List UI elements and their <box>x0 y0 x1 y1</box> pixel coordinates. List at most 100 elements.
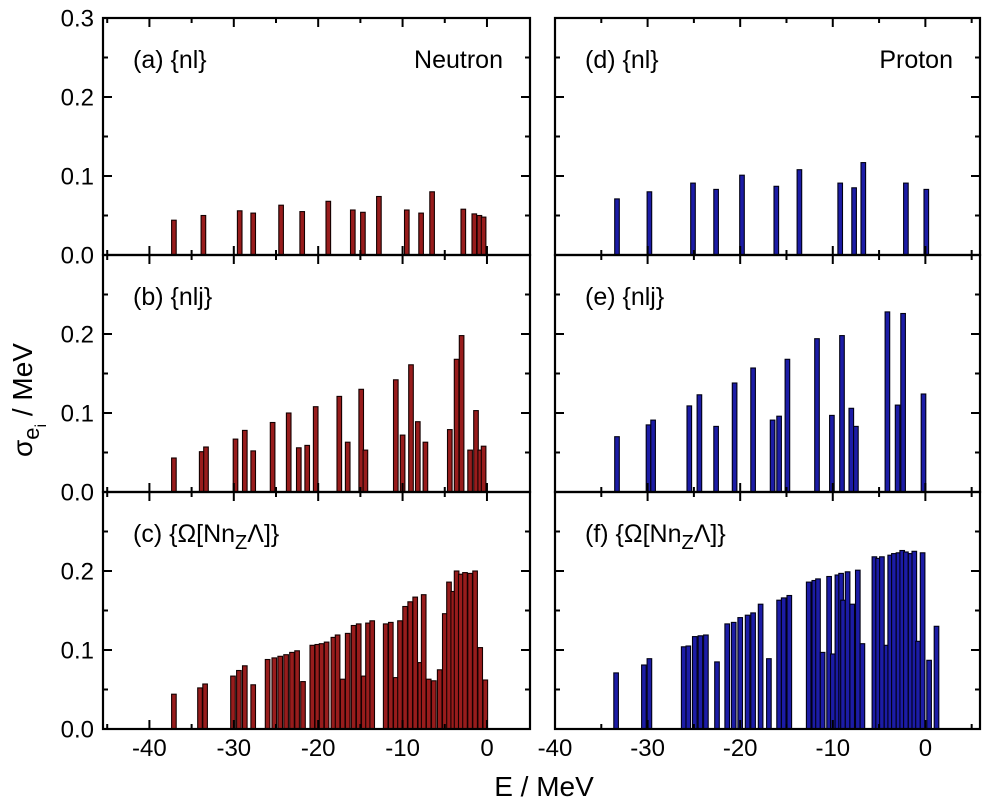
bar <box>903 182 909 256</box>
bar <box>382 623 389 730</box>
bar <box>860 162 867 256</box>
bar <box>744 614 751 730</box>
bar <box>299 211 306 256</box>
bar <box>300 681 306 730</box>
bar <box>387 621 394 730</box>
bar <box>900 312 906 493</box>
bar <box>334 634 341 730</box>
x-tick-label: -40 <box>132 735 167 762</box>
bar <box>236 210 243 256</box>
bars-neutron <box>171 191 487 256</box>
column-title-neutron: Neutron <box>414 46 503 74</box>
bar <box>408 364 414 493</box>
bar <box>685 645 692 730</box>
y-tick-label: 0.1 <box>61 164 94 191</box>
label-subscript: Z <box>235 532 247 554</box>
bars-neutron <box>171 570 489 730</box>
bar <box>646 658 653 730</box>
bar <box>919 552 926 730</box>
bar <box>750 367 756 493</box>
bar <box>766 658 772 730</box>
bar <box>241 429 248 493</box>
bars-proton <box>614 311 927 493</box>
bar <box>422 441 429 493</box>
bar <box>713 188 719 256</box>
bar <box>757 603 764 730</box>
bar <box>203 446 209 493</box>
label-subscript: i <box>33 424 50 428</box>
panel-e: (e) {nlj} <box>553 253 982 494</box>
bar <box>318 643 325 730</box>
bar <box>773 185 780 256</box>
bar <box>646 191 653 256</box>
bar <box>730 621 737 730</box>
bar <box>171 457 177 493</box>
bar <box>849 603 856 730</box>
bars-proton <box>613 549 940 730</box>
bar <box>355 623 362 730</box>
bar <box>294 650 300 730</box>
label-text: σ <box>7 440 38 457</box>
panel-label-f: (f) {Ω[NnZΛ]} <box>585 520 726 554</box>
bar <box>349 209 356 256</box>
panels-container: 0.3 0.2 0.1 0.0 (a) {nl} Neutron (d) {nl} Proto… <box>61 6 982 762</box>
label-text: Λ]} <box>247 520 279 548</box>
bar <box>776 599 782 730</box>
bar <box>250 684 257 730</box>
y-tick-label: 0.0 <box>61 717 94 744</box>
bar <box>339 678 346 730</box>
x-axis-title: E / MeV <box>494 771 594 802</box>
bar <box>397 620 403 730</box>
y-axis-title: σei / MeV <box>7 343 50 457</box>
bar <box>471 213 478 256</box>
x-tick-label: 0 <box>480 735 493 762</box>
y-tick-label: 0.1 <box>61 401 94 428</box>
bars-neutron <box>171 335 487 493</box>
bar <box>696 394 703 493</box>
bar <box>418 212 424 256</box>
bar <box>859 643 866 730</box>
bar <box>480 216 487 256</box>
bar <box>480 445 487 493</box>
bar <box>780 597 787 730</box>
bar <box>796 169 803 256</box>
label-text: (c) {Ω[Nn <box>133 520 235 548</box>
bar <box>703 634 709 730</box>
bar <box>884 311 891 493</box>
bar <box>686 405 693 493</box>
bar <box>837 182 844 256</box>
y-tick-label: 0.2 <box>61 85 94 112</box>
label-text: (b) {nlj} <box>133 283 212 311</box>
bar <box>614 436 620 493</box>
label-text: (e) {nlj} <box>585 283 664 311</box>
bar <box>891 553 897 730</box>
panel-label-e: (e) {nlj} <box>585 283 664 311</box>
bar <box>614 198 620 256</box>
panel-f: -40 -30 -20 -10 0 (f) {Ω[NnZΛ]} <box>538 490 982 762</box>
bar <box>477 647 484 730</box>
bar <box>819 651 826 730</box>
x-tick-label: -30 <box>216 735 251 762</box>
bar <box>458 335 465 493</box>
bar <box>467 449 473 493</box>
bar <box>350 624 357 730</box>
bar <box>392 379 399 493</box>
y-tick-label: 0.0 <box>61 243 94 270</box>
bar <box>344 632 351 730</box>
bar <box>739 174 745 256</box>
axis-ticks <box>103 492 530 729</box>
bar <box>460 208 467 256</box>
y-tick-label: 0.3 <box>61 6 94 33</box>
y-tick-label: 0.0 <box>61 480 94 507</box>
x-tick-label: -20 <box>301 735 336 762</box>
panel-b: 0.2 0.1 0.0 (b) {nlj} <box>61 253 532 507</box>
bar <box>680 646 687 730</box>
label-subscript: e <box>19 427 44 439</box>
bar <box>283 654 289 730</box>
panel-d: (d) {nl} Proton <box>553 16 982 257</box>
bar <box>472 570 478 730</box>
y-tick-label: 0.2 <box>61 559 94 586</box>
bar <box>412 596 419 730</box>
bar <box>241 665 248 730</box>
bar <box>641 664 647 730</box>
